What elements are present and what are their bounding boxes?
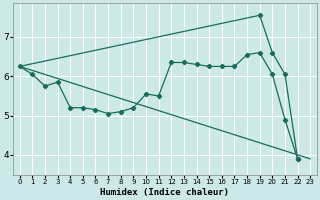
X-axis label: Humidex (Indice chaleur): Humidex (Indice chaleur)	[100, 188, 229, 197]
